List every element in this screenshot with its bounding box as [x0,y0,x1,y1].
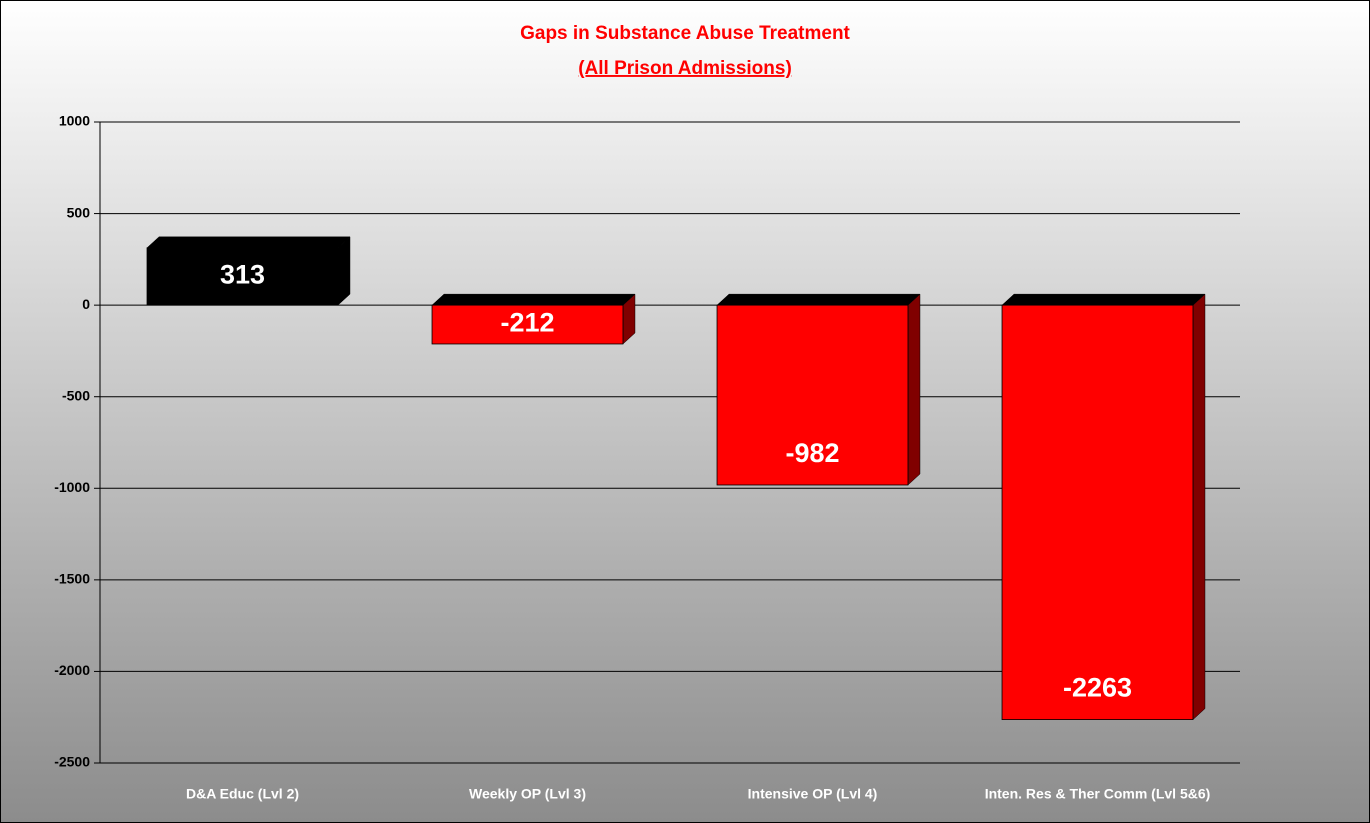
bar-top [146,236,351,249]
y-tick-label: -1500 [54,571,90,587]
y-tick-label: -2000 [54,662,90,678]
y-tick-label: -2500 [54,754,90,770]
y-tick-label: -500 [62,387,90,403]
y-tick-label: 500 [67,204,91,220]
data-label: -982 [785,438,839,468]
data-label: -2263 [1063,673,1132,703]
data-label: -212 [500,308,554,338]
x-tick-label: D&A Educ (Lvl 2) [186,786,299,802]
y-tick-label: 0 [82,296,90,312]
x-tick-label: Intensive OP (Lvl 4) [748,786,878,802]
chart-subtitle: (All Prison Admissions) [578,58,792,79]
y-tick-label: -1000 [54,479,90,495]
bar-top [1001,293,1206,306]
bar [716,304,909,486]
bar-side [907,293,921,486]
bar-top [431,293,636,306]
bar [1001,304,1194,720]
x-tick-label: Inten. Res & Ther Comm (Lvl 5&6) [985,786,1211,802]
y-tick-label: 1000 [59,113,90,129]
bar-top [716,293,921,306]
chart-title: Gaps in Substance Abuse Treatment [520,23,850,44]
x-tick-label: Weekly OP (Lvl 3) [469,786,586,802]
bar-side [1192,293,1206,721]
bar [146,247,339,306]
data-label: 313 [220,260,265,290]
bar [431,304,624,345]
bar-side [337,236,351,306]
